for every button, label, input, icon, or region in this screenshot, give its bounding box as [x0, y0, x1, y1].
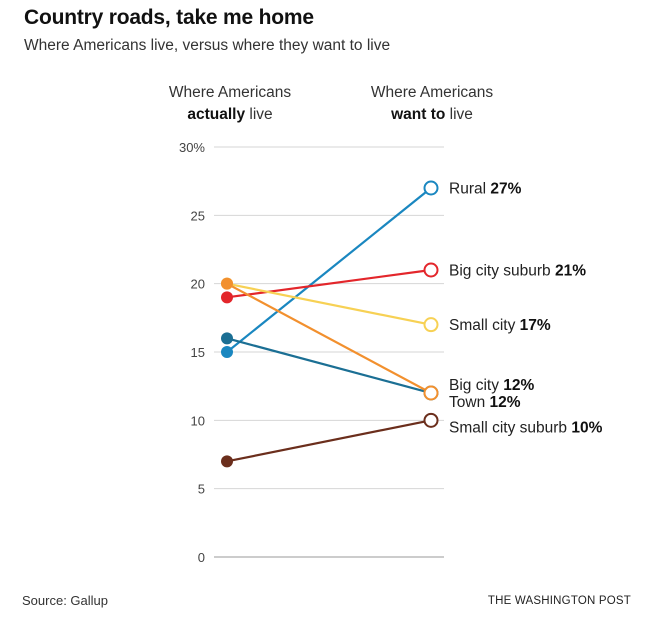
column-header-actual: Where Americans actually live [148, 82, 312, 126]
column-header-actual-bold: actually [187, 106, 246, 123]
series-label-value-small-city-suburb: 10% [571, 420, 602, 437]
series-label-name-rural: Rural [449, 181, 490, 198]
series-line-small-city-suburb [225, 419, 433, 463]
dot-want-town [423, 385, 439, 401]
y-tick-label-20: 20 [191, 277, 205, 292]
source-note: Source: Gallup [22, 593, 108, 608]
dot-actual-big-city-suburb [221, 291, 233, 304]
y-tick-label-0: 0 [198, 550, 205, 565]
series-label-big-city-suburb: Big city suburb 21% [449, 263, 586, 280]
series-label-value-small-city: 17% [520, 317, 551, 334]
series-label-name-small-city-suburb: Small city suburb [449, 420, 571, 437]
dot-actual-town [221, 277, 233, 290]
y-tick-label-5: 5 [198, 482, 205, 497]
series-label-rural: Rural 27% [449, 181, 522, 198]
dot-want-rural [423, 180, 439, 196]
column-header-want-bold: want to [391, 106, 446, 123]
publisher-logo-text: THE WASHINGTON POST [487, 595, 631, 607]
dot-want-big-city-suburb [423, 262, 439, 278]
series-line-town [225, 282, 433, 395]
column-header-want-line1: Where Americans [370, 84, 494, 101]
series-label-name-big-city-suburb: Big city suburb [449, 263, 555, 280]
series-label-value-big-city-suburb: 21% [555, 263, 586, 280]
dot-want-small-city-suburb [423, 412, 439, 428]
series-label-name-small-city: Small city [449, 317, 520, 334]
column-header-actual-line1: Where Americans [168, 84, 292, 101]
dot-actual-big-city [221, 332, 233, 345]
series-label-small-city-suburb: Small city suburb 10% [449, 420, 603, 437]
chart-title: Country roads, take me home [24, 6, 314, 29]
dot-actual-rural [221, 346, 233, 358]
series-label-value-rural: 27% [490, 181, 521, 198]
dot-want-small-city [423, 317, 439, 333]
series-label-name-town: Town [449, 394, 490, 411]
y-tick-label-10: 10 [191, 413, 205, 428]
y-tick-label-15: 15 [191, 345, 205, 360]
column-header-want-rest: live [445, 106, 473, 123]
series-line-big-city-suburb [225, 268, 433, 299]
series-label-name-big-city: Big city [449, 377, 503, 394]
series-line-small-city [225, 282, 433, 326]
series-line-rural [225, 186, 433, 354]
series-label-big-city: Big city 12% [449, 377, 535, 394]
series-label-town: Town 12% [449, 394, 521, 411]
column-header-actual-rest: live [245, 106, 273, 123]
chart-subtitle: Where Americans live, versus where they … [24, 37, 391, 54]
y-tick-label-25: 25 [191, 208, 205, 223]
series-label-small-city: Small city 17% [449, 317, 551, 334]
series-label-value-big-city: 12% [503, 377, 534, 394]
series-line-big-city [225, 337, 433, 395]
column-header-want: Where Americans want to live [350, 82, 514, 126]
series-label-value-town: 12% [490, 394, 521, 411]
y-tick-label-30: 30% [179, 140, 205, 155]
dot-actual-small-city-suburb [221, 455, 233, 468]
